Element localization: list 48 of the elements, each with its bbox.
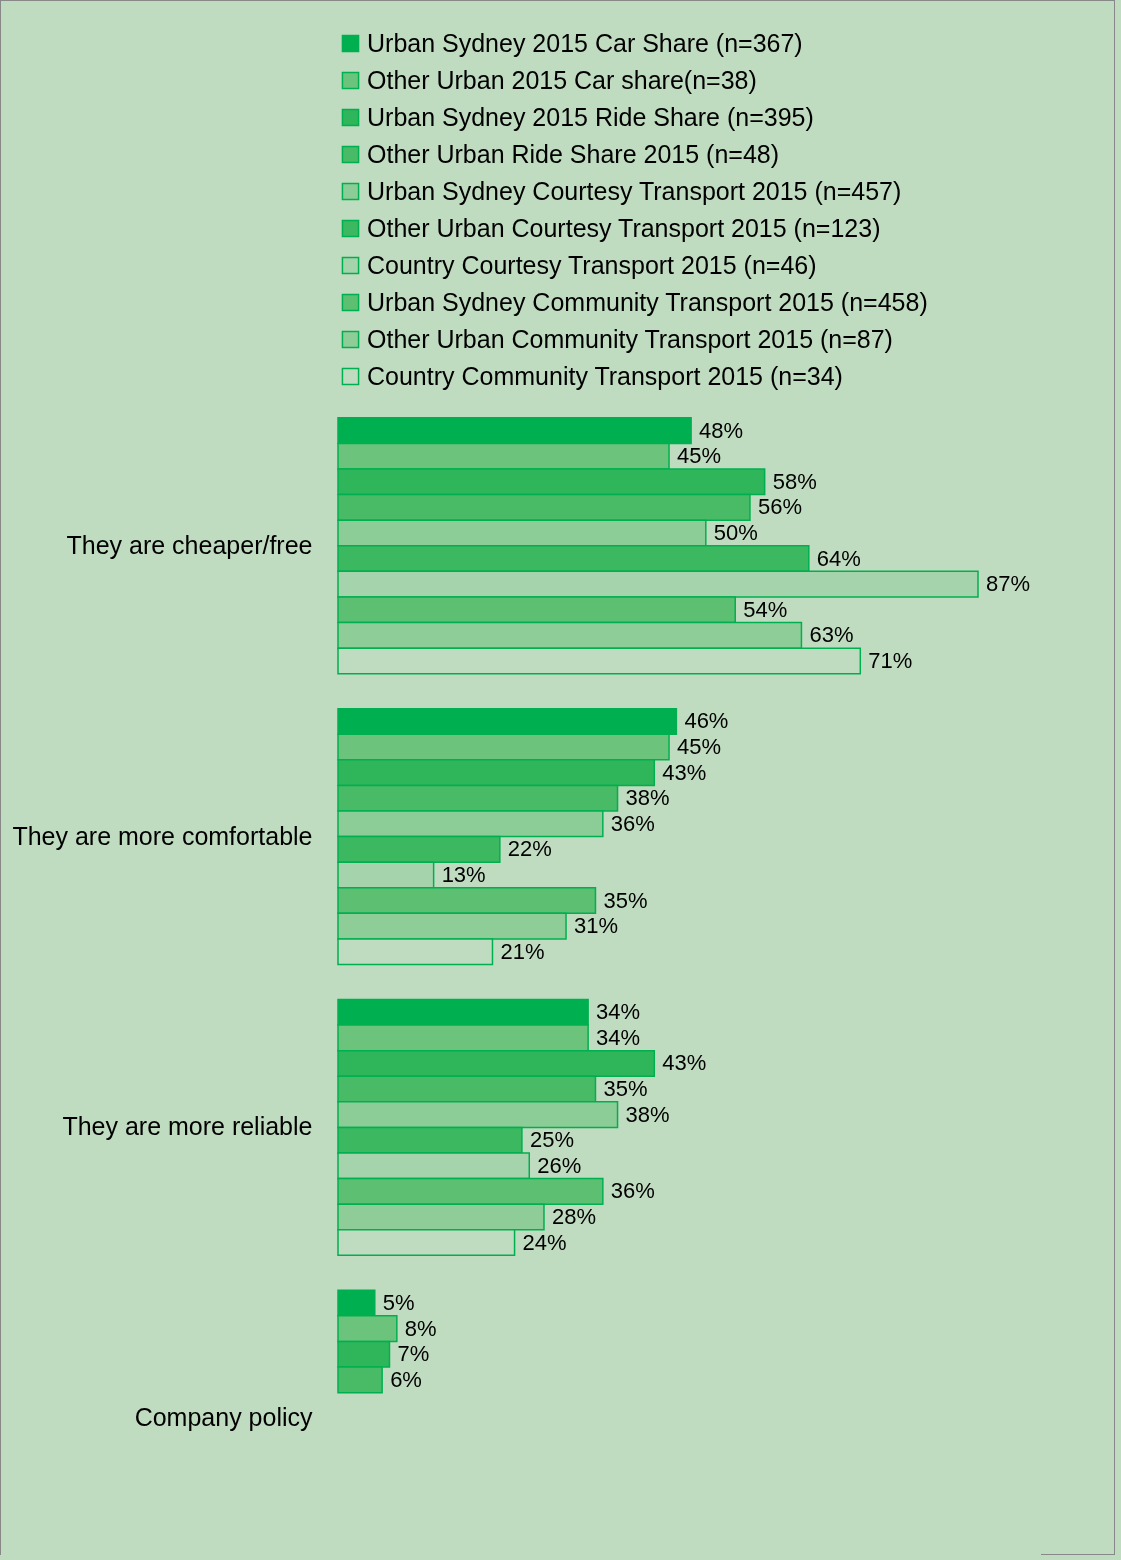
data-label: 56% [757, 494, 802, 520]
data-label: 36% [610, 1178, 655, 1204]
data-label: 36% [610, 810, 655, 836]
y-tick-label: They are cheaper/free [66, 530, 313, 559]
legend-label: Other Urban Ride Share 2015 (n=48) [367, 139, 780, 168]
data-label: 7% [397, 1341, 430, 1367]
data-label: 45% [677, 734, 722, 760]
legend-label: Other Urban 2015 Car share(n=38) [367, 65, 757, 94]
data-label: 54% [743, 596, 788, 622]
legend-label: Other Urban Courtesy Transport 2015 (n=123) [367, 213, 881, 242]
data-label: 71% [868, 647, 913, 673]
data-label: 8% [404, 1315, 437, 1341]
data-label: 26% [537, 1152, 582, 1178]
legend-label: Country Community Transport 2015 (n=34) [367, 361, 843, 390]
legend-label: Urban Sydney Community Transport 2015 (n=458) [367, 287, 928, 316]
data-label: 50% [713, 519, 758, 545]
data-label: 58% [772, 468, 817, 494]
data-label: 28% [551, 1203, 597, 1229]
data-label: 38% [625, 785, 670, 811]
data-label: 5% [382, 1290, 415, 1316]
data-label: 34% [596, 999, 641, 1025]
data-label: 24% [522, 1229, 567, 1255]
data-label: 35% [603, 887, 648, 913]
data-label: 43% [662, 759, 707, 785]
legend-label: Country Courtesy Transport 2015 (n=46) [367, 250, 817, 279]
data-label: 31% [574, 913, 619, 939]
data-label: 45% [677, 443, 722, 469]
data-label: 13% [441, 861, 486, 887]
data-label: 21% [500, 938, 545, 964]
data-label: 25% [529, 1127, 574, 1153]
legend-label: Urban Sydney 2015 Car Share (n=367) [367, 28, 803, 57]
legend-label: Urban Sydney Courtesy Transport 2015 (n=457) [367, 176, 902, 205]
data-label: 87% [986, 571, 1031, 597]
data-label: 43% [662, 1050, 707, 1076]
data-label: 38% [625, 1101, 670, 1127]
data-label: 22% [507, 836, 552, 862]
data-label: 35% [603, 1076, 648, 1102]
data-label: 34% [596, 1024, 641, 1050]
legend-label: Urban Sydney 2015 Ride Share (n=395) [367, 102, 814, 131]
data-label: 63% [809, 622, 854, 648]
data-label: 6% [390, 1366, 422, 1392]
data-label: 48% [699, 417, 744, 443]
y-tick-label: They are more reliable [62, 1112, 313, 1141]
y-tick-label: They are more comfortable [12, 821, 313, 850]
data-label: 64% [816, 545, 861, 571]
y-tick-label: Company policy [134, 1403, 313, 1432]
data-label: 46% [684, 708, 729, 734]
legend-label: Other Urban Community Transport 2015 (n=87) [367, 324, 893, 353]
